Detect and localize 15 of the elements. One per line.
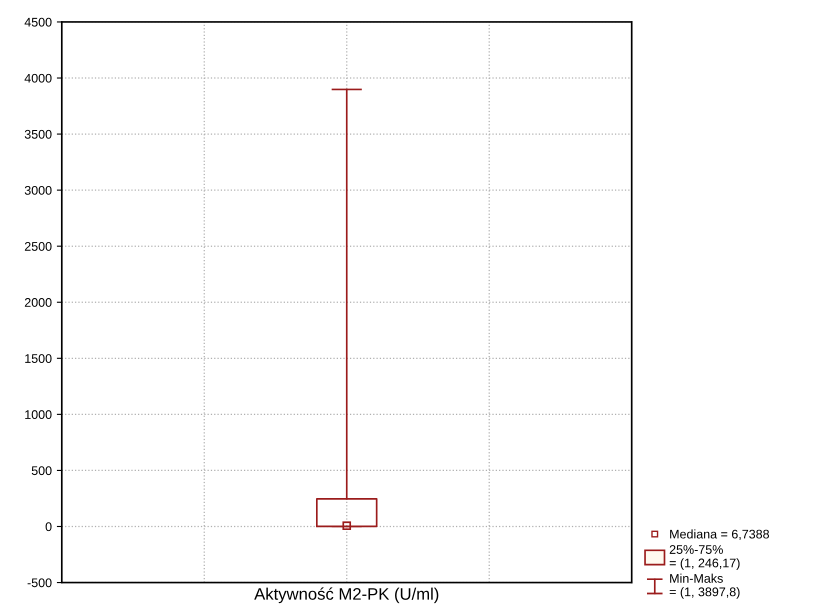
text: 25%-75% = (1, 246,17) — [670, 545, 740, 570]
y-tick-label: -500 — [28, 578, 52, 588]
y-tick-label: 2000 — [24, 298, 52, 307]
y-tick-label: 500 — [32, 466, 52, 476]
y-tick-label: 0 — [46, 522, 52, 532]
y-tick-label: 1500 — [25, 354, 52, 363]
text: Mediana = 6,7388 — [670, 529, 770, 540]
y-tick-label: 3000 — [24, 186, 52, 195]
y-tick-label: 2500 — [24, 242, 52, 251]
y-tick-label: 3500 — [24, 130, 52, 139]
y-tick-label: 1000 — [25, 410, 52, 420]
text: Min-Maks = (1, 3897,8) — [670, 574, 740, 599]
y-tick-label: 4500 — [24, 18, 52, 27]
y-tick-label: 4000 — [24, 74, 52, 83]
x-tick-label: Aktywność M2-PK (U/ml) — [254, 587, 438, 604]
